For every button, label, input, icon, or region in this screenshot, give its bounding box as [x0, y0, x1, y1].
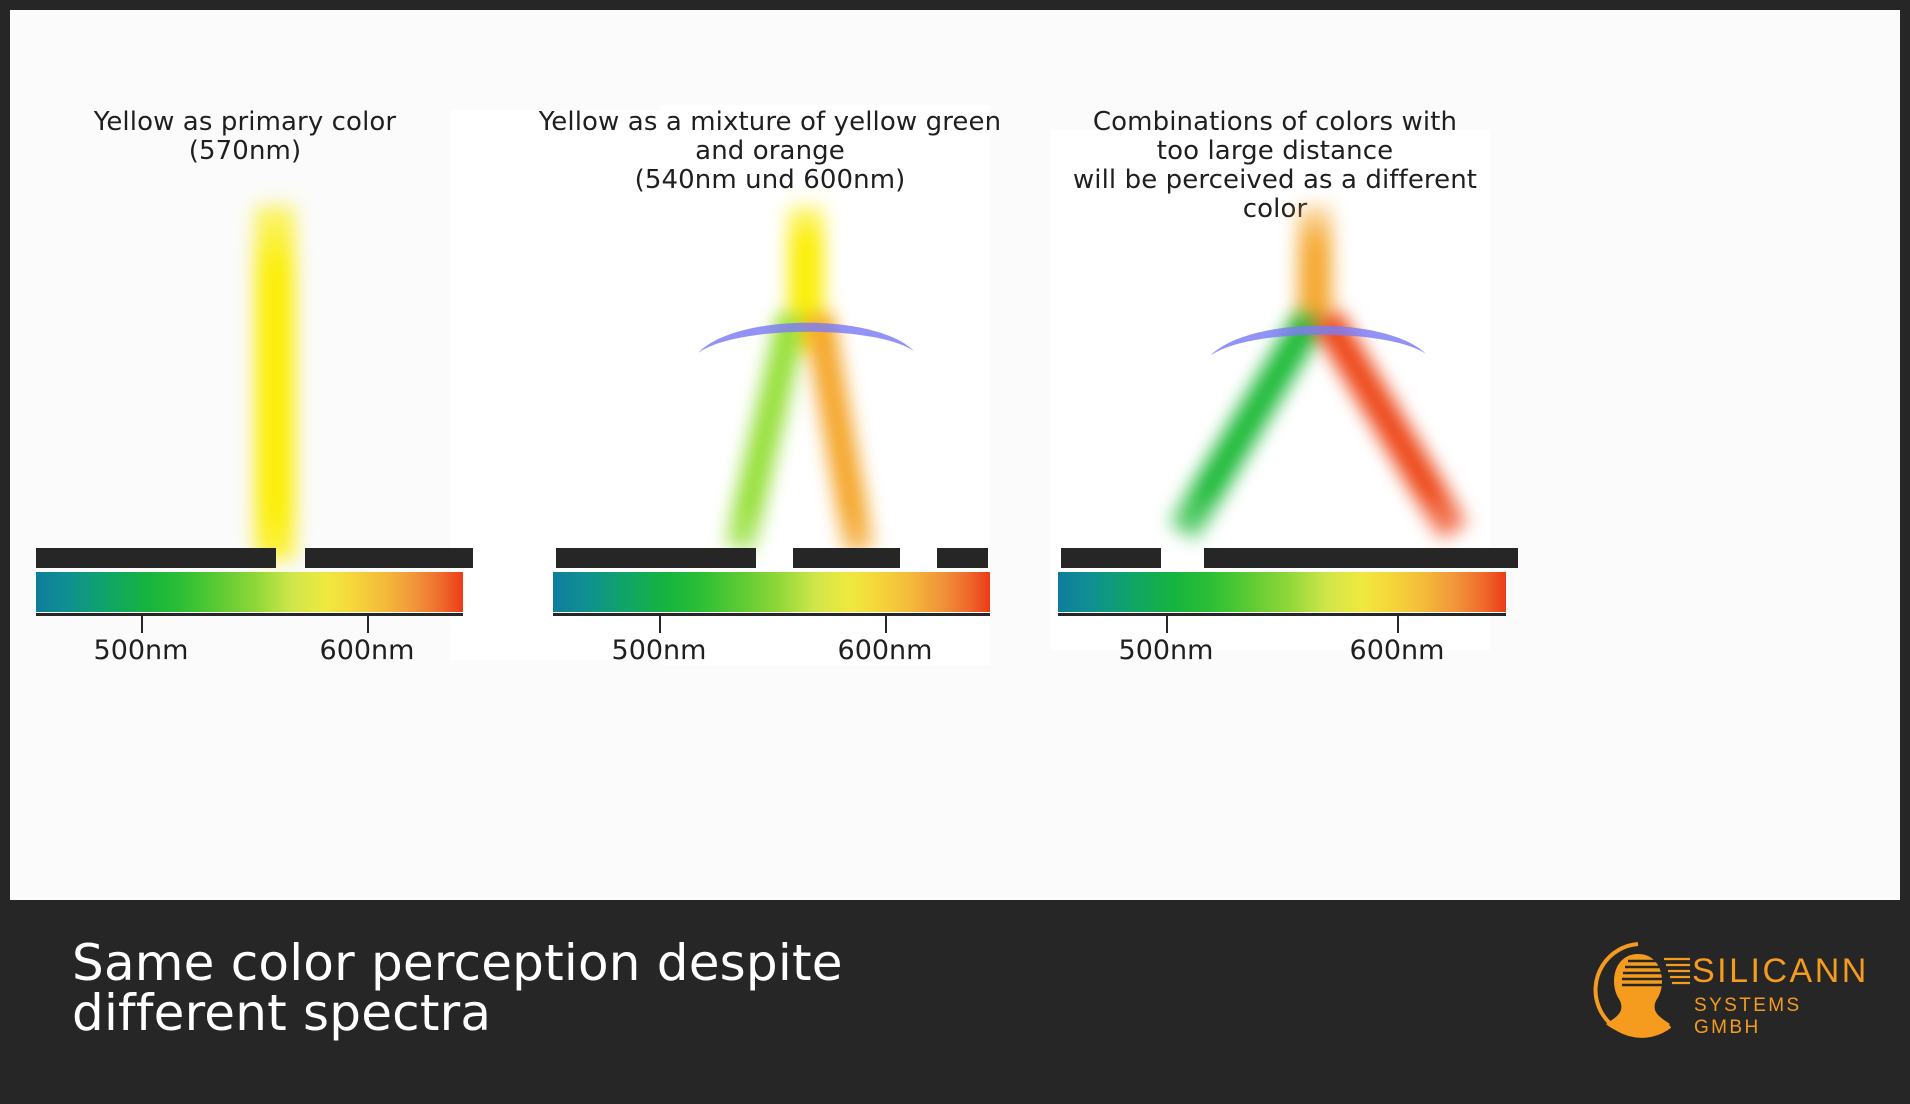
tick-600nm	[885, 613, 887, 633]
mask-segment	[305, 548, 473, 568]
tick-label-600nm: 600nm	[319, 635, 415, 666]
tick-label-500nm: 500nm	[93, 635, 189, 666]
tick-500nm	[141, 613, 143, 633]
mask-bar-3	[1058, 548, 1518, 568]
panel-too-large-distance: Combinations of colors with too large di…	[1040, 10, 1518, 900]
bottom-banner: Same color perception despite different …	[0, 900, 1910, 1104]
axis-line-1	[36, 613, 463, 616]
eye-lens-2	[698, 322, 914, 353]
silicann-stripes-icon	[1664, 957, 1690, 985]
mask-bar-1	[28, 548, 473, 568]
eye-lens-3	[1210, 325, 1426, 356]
tick-label-600nm: 600nm	[1349, 635, 1445, 666]
mask-segment	[1483, 548, 1518, 568]
banner-title: Same color perception despite different …	[72, 934, 843, 1042]
logo-name: SILICANN	[1692, 952, 1869, 990]
panel-3-title: Combinations of colors with too large di…	[1072, 107, 1478, 224]
tick-500nm	[1166, 613, 1168, 633]
spectrum-bar-2	[553, 572, 990, 612]
spectrum-bar-3	[1058, 572, 1506, 612]
tick-500nm	[659, 613, 661, 633]
tick-600nm	[1397, 613, 1399, 633]
panel-2-title: Yellow as a mixture of yellow green and …	[538, 107, 1002, 195]
yellow-beam	[255, 205, 295, 560]
silicann-logo: SILICANN SYSTEMS GMBH	[1588, 940, 1866, 1050]
tick-600nm	[367, 613, 369, 633]
mask-segment	[1061, 548, 1161, 568]
diagram-canvas: Yellow as primary color (570nm) 500nm 60…	[10, 10, 1900, 900]
mask-segment	[556, 548, 756, 568]
logo-subtitle: SYSTEMS GMBH	[1694, 995, 1802, 1038]
panel-1-title: Yellow as primary color (570nm)	[93, 107, 397, 166]
panel-yellow-mixture: Yellow as a mixture of yellow green and …	[535, 10, 1005, 900]
axis-line-2	[553, 613, 990, 616]
silicann-head-icon	[1593, 942, 1672, 1038]
mask-segment	[36, 548, 276, 568]
mask-segment	[937, 548, 988, 568]
tick-label-600nm: 600nm	[837, 635, 933, 666]
axis-line-3	[1058, 613, 1506, 616]
mask-segment	[793, 548, 900, 568]
spectrum-bar-1	[36, 572, 463, 612]
panel-yellow-primary: Yellow as primary color (570nm) 500nm 60…	[10, 10, 480, 900]
panel-wash-1	[450, 110, 670, 660]
tick-label-500nm: 500nm	[1118, 635, 1214, 666]
tick-label-500nm: 500nm	[611, 635, 707, 666]
mask-bar-2	[553, 548, 990, 568]
mask-segment	[1204, 548, 1496, 568]
